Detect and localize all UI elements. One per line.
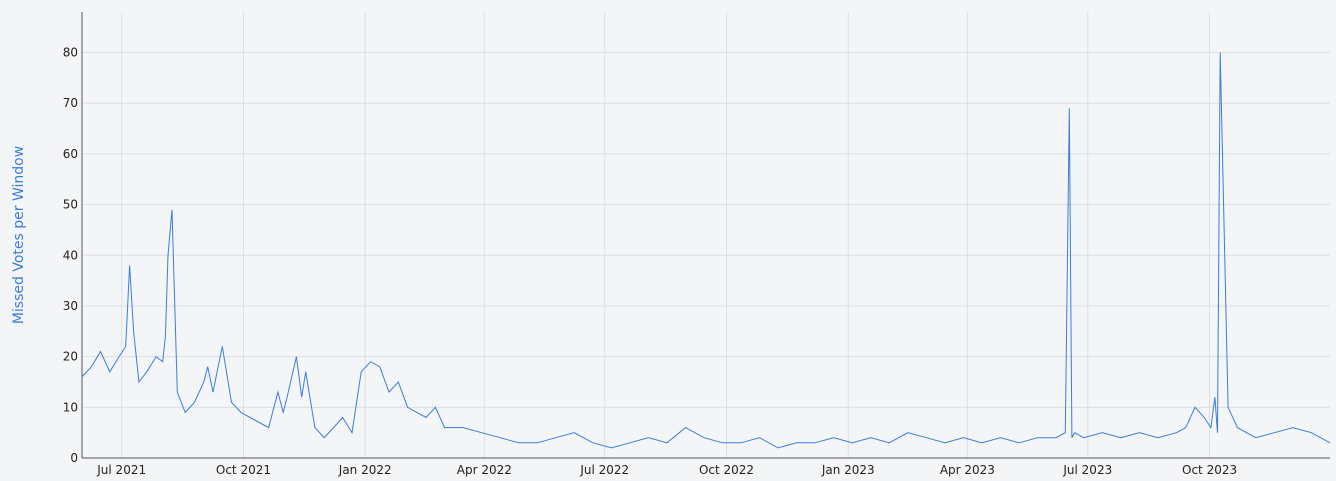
x-tick-label: Oct 2023 [1182, 463, 1237, 477]
y-tick-label: 20 [63, 350, 78, 364]
y-tick-label: 60 [63, 147, 78, 161]
y-tick-label: 30 [63, 299, 78, 313]
y-tick-labels: 0 10 20 30 40 50 60 70 80 [63, 46, 78, 465]
x-tick-label: Apr 2023 [940, 463, 995, 477]
y-tick-label: 80 [63, 46, 78, 60]
x-tick-label: Jan 2022 [338, 463, 392, 477]
x-tick-label: Oct 2022 [699, 463, 754, 477]
series-line-missed-votes [81, 52, 1331, 449]
y-tick-label: 0 [70, 451, 78, 465]
y-tick-label: 10 [63, 400, 78, 414]
y-tick-label: 50 [63, 198, 78, 212]
x-tick-label: Oct 2021 [216, 463, 271, 477]
x-tick-label: Jul 2021 [96, 463, 146, 477]
y-tick-label: 40 [63, 248, 78, 262]
x-tick-label: Jul 2023 [1062, 463, 1112, 477]
x-tick-label: Jul 2022 [579, 463, 629, 477]
x-tick-label: Jan 2023 [821, 463, 875, 477]
y-tick-label: 70 [63, 96, 78, 110]
x-tick-labels: Jul 2021 Oct 2021 Jan 2022 Apr 2022 Jul 2022… [96, 463, 1237, 477]
y-axis-title: Missed Votes per Window [11, 146, 27, 324]
x-tick-label: Apr 2022 [457, 463, 512, 477]
y-gridlines [82, 52, 1330, 408]
x-gridlines [121, 12, 1211, 458]
